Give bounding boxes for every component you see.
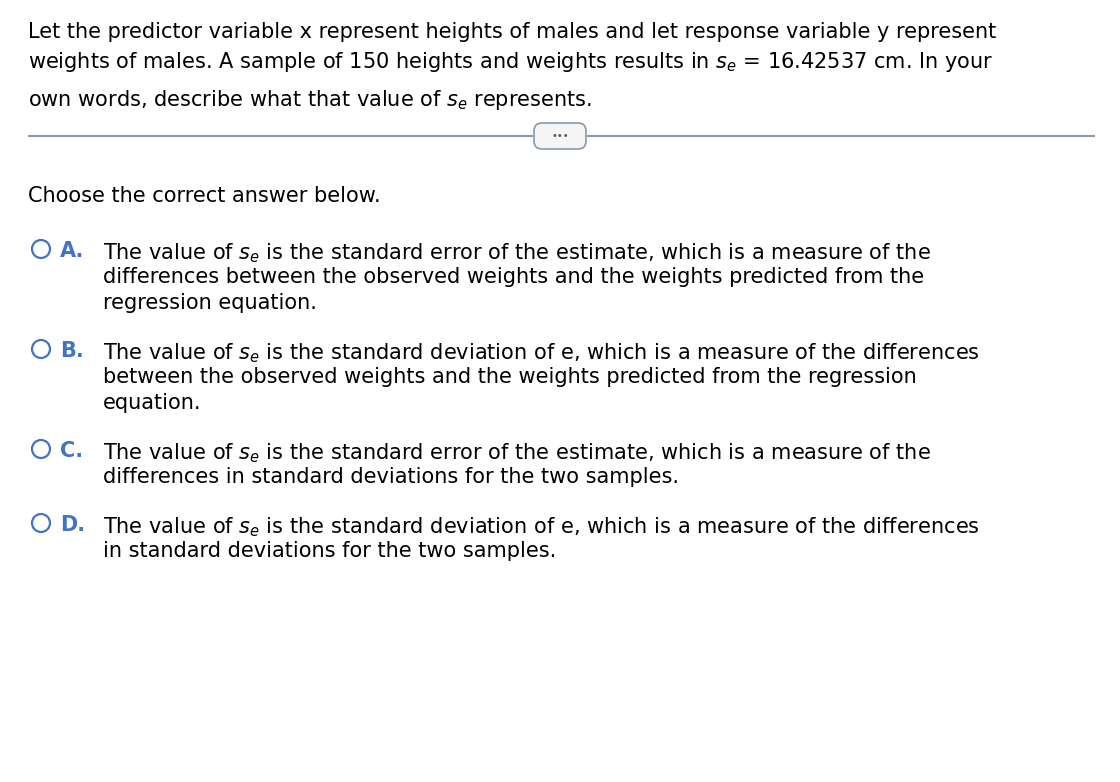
Text: differences in standard deviations for the two samples.: differences in standard deviations for t… bbox=[103, 467, 679, 487]
Text: The value of $s_e$ is the standard error of the estimate, which is a measure of : The value of $s_e$ is the standard error… bbox=[103, 441, 931, 465]
Text: Let the predictor variable x represent heights of males and let response variabl: Let the predictor variable x represent h… bbox=[28, 22, 997, 42]
Text: D.: D. bbox=[60, 515, 85, 535]
Text: A.: A. bbox=[60, 241, 84, 261]
Text: equation.: equation. bbox=[103, 393, 202, 413]
Text: between the observed weights and the weights predicted from the regression: between the observed weights and the wei… bbox=[103, 367, 917, 387]
Text: own words, describe what that value of $s_e$ represents.: own words, describe what that value of $… bbox=[28, 88, 592, 112]
Text: B.: B. bbox=[60, 341, 84, 361]
Text: The value of $s_e$ is the standard deviation of e, which is a measure of the dif: The value of $s_e$ is the standard devia… bbox=[103, 515, 980, 539]
Text: The value of $s_e$ is the standard error of the estimate, which is a measure of : The value of $s_e$ is the standard error… bbox=[103, 241, 931, 264]
Text: C.: C. bbox=[60, 441, 83, 461]
Text: The value of $s_e$ is the standard deviation of e, which is a measure of the dif: The value of $s_e$ is the standard devia… bbox=[103, 341, 980, 364]
Text: •••: ••• bbox=[551, 131, 569, 141]
Text: weights of males. A sample of 150 heights and weights results in $s_e$ = 16.4253: weights of males. A sample of 150 height… bbox=[28, 50, 993, 74]
FancyBboxPatch shape bbox=[534, 123, 586, 149]
Text: in standard deviations for the two samples.: in standard deviations for the two sampl… bbox=[103, 541, 557, 561]
Text: Choose the correct answer below.: Choose the correct answer below. bbox=[28, 186, 381, 206]
Text: differences between the observed weights and the weights predicted from the: differences between the observed weights… bbox=[103, 267, 924, 287]
Text: regression equation.: regression equation. bbox=[103, 293, 317, 313]
